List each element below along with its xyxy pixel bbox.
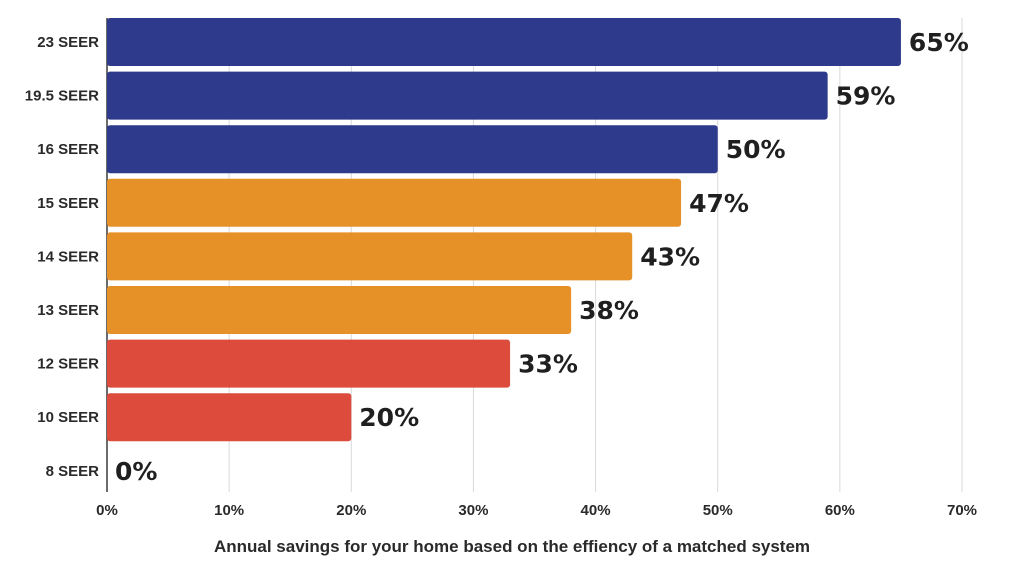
x-tick-label: 60%	[825, 502, 855, 519]
category-label: 15 SEER	[37, 195, 99, 212]
x-tick-labels: 0% 10% 20% 30% 40% 50% 60% 70%	[96, 502, 977, 519]
x-tick-label: 70%	[947, 502, 977, 519]
bar	[107, 286, 572, 334]
bars	[107, 18, 901, 442]
bar	[107, 339, 511, 388]
value-label: 33%	[518, 350, 578, 379]
bar	[107, 393, 352, 442]
category-label: 23 SEER	[37, 34, 99, 51]
bar	[107, 18, 901, 66]
category-label: 13 SEER	[37, 302, 99, 319]
bar	[107, 232, 633, 281]
x-tick-label: 10%	[214, 502, 244, 519]
x-tick-label: 30%	[458, 502, 488, 519]
value-label: 47%	[689, 189, 749, 218]
bar	[107, 125, 718, 174]
value-labels: 65% 59% 50% 47% 43%38%33% 20% 0%	[115, 28, 969, 486]
x-tick-label: 40%	[581, 502, 611, 519]
category-label: 10 SEER	[37, 409, 99, 426]
category-label: 8 SEER	[46, 463, 100, 480]
bar	[107, 71, 828, 120]
category-labels: 23 SEER 19.5 SEER 16 SEER 15 SEER 14 SEER 13 …	[25, 34, 99, 480]
value-label: 20%	[359, 403, 419, 432]
value-label: 65%	[909, 28, 969, 57]
value-label: 43%	[640, 242, 700, 271]
category-label: 16 SEER	[37, 141, 99, 158]
value-label: 0%	[115, 457, 157, 486]
value-label: 59%	[836, 82, 896, 111]
x-tick-label: 0%	[96, 502, 118, 519]
x-tick-label: 20%	[336, 502, 366, 519]
value-label: 38%	[579, 296, 639, 325]
category-label: 19.5 SEER	[25, 88, 99, 105]
x-axis-title: Annual savings for your home based on th…	[214, 537, 810, 556]
category-label: 12 SEER	[37, 356, 99, 373]
category-label: 14 SEER	[37, 248, 99, 265]
value-label: 50%	[726, 135, 786, 164]
x-tick-label: 50%	[703, 502, 733, 519]
bar	[107, 178, 682, 227]
